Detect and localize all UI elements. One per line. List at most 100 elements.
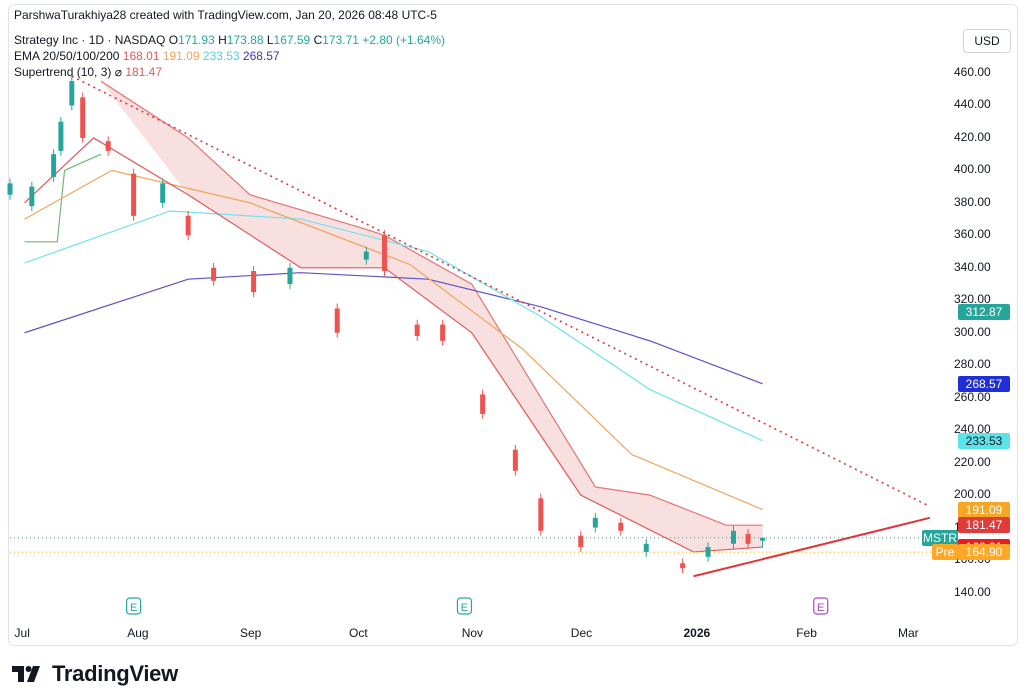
- time-tick-label: Feb: [796, 626, 817, 640]
- legend-supertrend-row[interactable]: Supertrend (10, 3) ⌀ 181.47: [14, 64, 445, 80]
- candle: [160, 183, 166, 203]
- supertrend-down-fill: [100, 81, 763, 552]
- time-tick-label: Aug: [127, 626, 149, 640]
- time-tick-label: Dec: [570, 626, 593, 640]
- supertrend-down-line: [100, 80, 763, 526]
- price-tick-label: 460.00: [954, 64, 991, 79]
- price-tick-label: 320.00: [954, 292, 991, 307]
- supertrend-icon: ⌀: [114, 65, 122, 79]
- ema20-value: 168.01: [122, 49, 160, 63]
- candle: [381, 235, 387, 272]
- low-value: 167.59: [273, 33, 311, 47]
- candle: [578, 535, 584, 548]
- candle: [58, 121, 64, 151]
- price-tick-label: 140.00: [954, 584, 991, 599]
- candle: [80, 97, 86, 138]
- attribution-text: ParshwaTurakhiya28 created with TradingV…: [14, 8, 437, 22]
- candle: [440, 324, 446, 341]
- price-tick-label: 420.00: [954, 129, 991, 144]
- legend-ema-row[interactable]: EMA 20/50/100/200 168.01 191.09 233.53 2…: [14, 48, 445, 64]
- brand-name: TradingView: [52, 661, 178, 686]
- candle: [730, 530, 736, 544]
- ema-label: EMA 20/50/100/200: [14, 49, 120, 63]
- price-tick-label: 260.00: [954, 389, 991, 404]
- candle: [680, 563, 686, 569]
- candle: [512, 449, 518, 471]
- change-value: +2.80 (+1.64%): [362, 33, 446, 47]
- price-tick-label: 400.00: [954, 162, 991, 177]
- price-tick-label: 440.00: [954, 97, 991, 112]
- high-label: H: [218, 33, 227, 47]
- price-tag: 268.57: [958, 375, 1010, 392]
- ema100-value: 233.53: [202, 49, 240, 63]
- candle: [760, 537, 766, 541]
- earnings-marker: [126, 597, 142, 615]
- low-label: L: [266, 33, 274, 47]
- ema50-line: [24, 169, 763, 511]
- earnings-marker-label: E: [130, 602, 137, 614]
- open-value: 171.93: [178, 33, 215, 47]
- candle: [211, 267, 217, 281]
- chart-panel[interactable]: [8, 4, 1018, 646]
- candle: [745, 534, 751, 544]
- candle: [334, 308, 340, 333]
- price-tag: 181.47: [958, 517, 1010, 534]
- price-tag: 233.53: [958, 432, 1010, 449]
- close-label: C: [313, 33, 323, 47]
- chart-legend: Strategy Inc · 1D · NASDAQ O171.93 H173.…: [14, 32, 445, 80]
- supertrend-up-line: [24, 153, 102, 243]
- time-tick-label: Mar: [898, 626, 919, 640]
- supertrend-label: Supertrend (10, 3): [14, 65, 112, 79]
- pre-tag-label: Pre: [932, 544, 958, 561]
- price-tick-label: 220.00: [954, 454, 991, 469]
- supertrend-value: 181.47: [125, 65, 163, 79]
- candle: [705, 547, 711, 557]
- candle: [538, 498, 544, 531]
- time-tick-label: Jul: [14, 626, 30, 640]
- price-tick-label: 200.00: [954, 487, 991, 502]
- candle: [185, 215, 191, 236]
- price-tick-label: 340.00: [954, 259, 991, 274]
- candle: [643, 543, 649, 552]
- pre-tag-value: 164.90: [958, 544, 1010, 561]
- candle: [131, 173, 137, 216]
- candle: [363, 251, 369, 260]
- ema50-value: 191.09: [162, 49, 200, 63]
- earnings-marker: [456, 597, 473, 615]
- open-label: O: [168, 33, 179, 47]
- currency-button[interactable]: USD: [963, 29, 1011, 53]
- candle: [287, 267, 293, 285]
- tradingview-logo-icon: [12, 666, 40, 682]
- earnings-marker-label: E: [817, 602, 824, 614]
- legend-symbol-row[interactable]: Strategy Inc · 1D · NASDAQ O171.93 H173.…: [14, 32, 445, 48]
- candle: [69, 81, 75, 106]
- time-tick-label: Nov: [461, 626, 484, 640]
- symbol-name: Strategy Inc · 1D · NASDAQ: [14, 33, 166, 47]
- time-tick-label: Sep: [239, 626, 262, 640]
- candle: [618, 522, 624, 531]
- price-tick-label: 280.00: [954, 357, 991, 372]
- ema200-line: [24, 272, 763, 385]
- support-trendline: [693, 516, 931, 578]
- candle: [51, 154, 57, 177]
- ema200-value: 268.57: [242, 49, 280, 63]
- candle: [592, 517, 598, 528]
- price-tag: 312.87: [958, 303, 1010, 320]
- candle: [251, 271, 257, 293]
- candle: [7, 183, 13, 195]
- price-tick-label: 360.00: [954, 227, 991, 242]
- candle: [414, 324, 420, 336]
- time-tick-label: Oct: [349, 626, 368, 640]
- tradingview-logo[interactable]: TradingView: [12, 660, 178, 688]
- resistance-trendline: [71, 75, 931, 508]
- earnings-marker: [813, 597, 829, 615]
- earnings-marker-label: E: [461, 602, 468, 614]
- price-tag: 191.09: [958, 501, 1010, 518]
- candle: [480, 394, 486, 414]
- ema100-line: [24, 210, 763, 442]
- high-value: 173.88: [226, 33, 264, 47]
- time-tick-label: 2026: [683, 626, 711, 640]
- symbol-tag: MSTR: [922, 529, 958, 546]
- candle: [105, 141, 111, 151]
